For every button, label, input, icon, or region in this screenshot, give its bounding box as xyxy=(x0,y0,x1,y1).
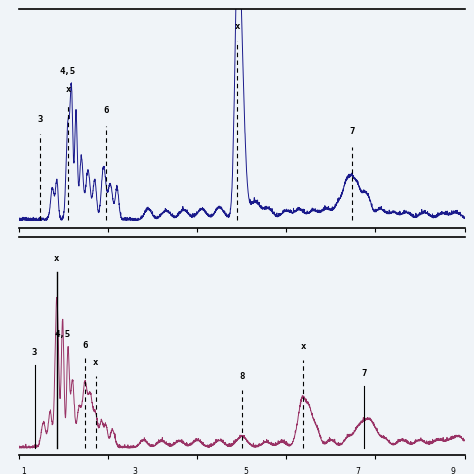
Text: 9: 9 xyxy=(451,467,456,474)
Text: x: x xyxy=(301,342,306,351)
Text: 7: 7 xyxy=(362,369,367,378)
Text: 7: 7 xyxy=(349,127,355,136)
Text: 3: 3 xyxy=(132,467,137,474)
Text: 4,5: 4,5 xyxy=(60,67,76,76)
Text: x: x xyxy=(235,22,240,31)
Text: 5: 5 xyxy=(244,467,249,474)
Text: 6: 6 xyxy=(103,106,109,115)
Text: 7: 7 xyxy=(355,467,360,474)
Text: x: x xyxy=(65,85,71,94)
Text: 8: 8 xyxy=(239,372,245,381)
Text: 3: 3 xyxy=(32,347,37,356)
Text: 3: 3 xyxy=(37,115,43,124)
Text: 4,5: 4,5 xyxy=(55,330,71,339)
Text: 1: 1 xyxy=(21,467,26,474)
Text: x: x xyxy=(93,358,98,367)
Text: x: x xyxy=(54,255,60,264)
Text: 6: 6 xyxy=(82,340,88,349)
